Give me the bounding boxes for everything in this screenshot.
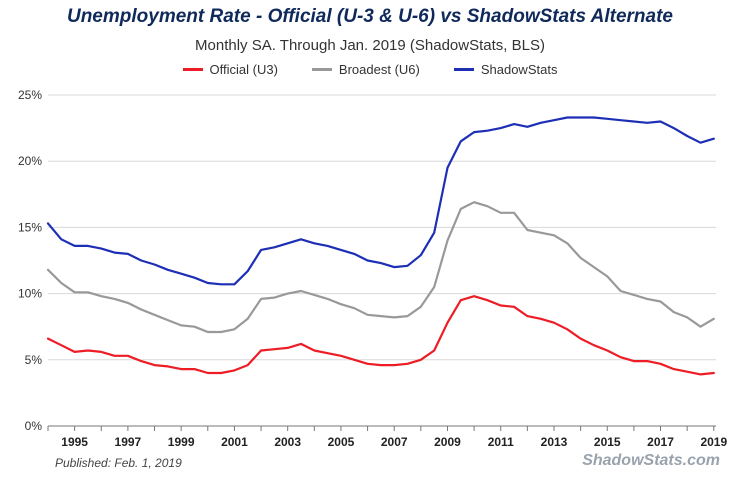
legend-swatch-official-u3 xyxy=(182,68,203,71)
y-tick-label-0: 0% xyxy=(25,419,43,433)
chart-subtitle: Monthly SA. Through Jan. 2019 (ShadowSta… xyxy=(195,37,545,54)
legend-item-shadowstats: ShadowStats xyxy=(453,62,558,77)
legend-label-official-u3: Official (U3) xyxy=(209,62,278,77)
y-tick-label-4: 20% xyxy=(18,154,42,168)
x-tick-label-1997: 1997 xyxy=(115,435,142,449)
chart-title: Unemployment Rate - Official (U-3 & U-6)… xyxy=(66,6,673,27)
legend-item-official-u3: Official (U3) xyxy=(182,62,278,77)
legend-swatch-shadowstats xyxy=(453,68,474,71)
x-tick-label-2019: 2019 xyxy=(700,435,727,449)
x-tick-label-2011: 2011 xyxy=(488,435,514,449)
x-tick-label-2007: 2007 xyxy=(381,435,408,449)
series-line-broadest-u6 xyxy=(46,201,715,334)
x-tick-label-2017: 2017 xyxy=(647,435,674,449)
x-tick-label-2013: 2013 xyxy=(541,435,568,449)
legend-label-broadest-u6: Broadest (U6) xyxy=(338,62,420,77)
legend-label-shadowstats: ShadowStats xyxy=(480,62,558,77)
y-tick-label-5: 25% xyxy=(18,88,42,102)
x-tick-label-1999: 1999 xyxy=(168,435,195,449)
legend-item-broadest-u6: Broadest (U6) xyxy=(311,62,420,77)
y-tick-label-1: 5% xyxy=(25,353,43,367)
x-tick-label-2009: 2009 xyxy=(434,435,461,449)
series-line-official-u3 xyxy=(46,295,715,376)
y-tick-label-3: 15% xyxy=(18,220,42,234)
x-tick-label-2005: 2005 xyxy=(328,435,355,449)
shadowstats-watermark: ShadowStats.com xyxy=(582,452,720,469)
x-tick-label-2001: 2001 xyxy=(221,435,248,449)
legend-swatch-broadest-u6 xyxy=(311,68,332,71)
series-line-shadowstats xyxy=(46,116,715,286)
x-tick-label-2015: 2015 xyxy=(594,435,621,449)
published-date: Published: Feb. 1, 2019 xyxy=(55,456,182,470)
chart-legend: Official (U3) Broadest (U6) ShadowStats xyxy=(0,62,740,77)
y-tick-label-2: 10% xyxy=(18,287,42,301)
x-tick-label-1995: 1995 xyxy=(61,435,88,449)
x-tick-label-2003: 2003 xyxy=(274,435,301,449)
